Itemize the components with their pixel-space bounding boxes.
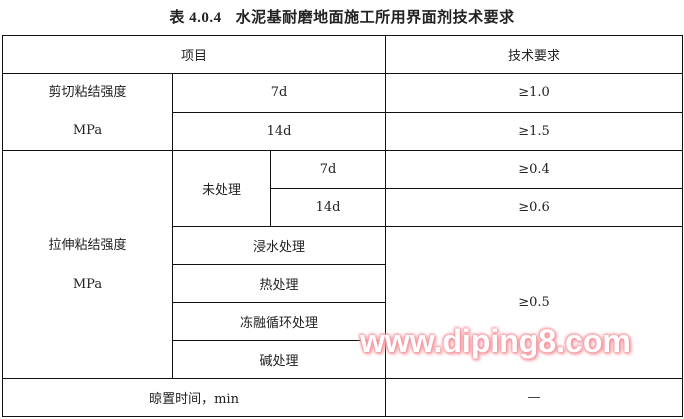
treatment-label: 碱处理 — [171, 340, 387, 379]
table-row: 晾置时间，min — — [1, 378, 684, 417]
treatment-label: 浸水处理 — [171, 226, 387, 265]
table-row: 拉伸粘结强度 MPa 未处理 7d ≥0.4 — [2, 150, 684, 379]
table-row: 冻融循环处理 — [3, 302, 683, 341]
shear-value: ≥1.0 — [385, 73, 684, 113]
table-row: 浸水处理 ≥0.5 — [3, 226, 684, 379]
table-row: 14d ≥1.5 — [3, 111, 684, 151]
treatment-label: 热处理 — [171, 264, 387, 303]
header-item: 项目 — [1, 35, 387, 74]
header-requirement: 技术要求 — [385, 35, 684, 74]
open-time-label: 晾置时间，min — [1, 378, 387, 417]
requirements-table: 项目 技术要求 剪切粘结强度 MPa 7d ≥1.0 14d ≥1.5 拉伸粘结强… — [1, 35, 684, 417]
table-title: 表 4.0.4 水泥基耐磨地面施工所用界面剂技术要求 — [169, 8, 515, 26]
untreated-value: ≥0.6 — [385, 188, 684, 227]
table-header-row: 项目 技术要求 — [1, 35, 684, 74]
table-row: 剪切粘结强度 MPa 7d ≥1.0 — [2, 73, 684, 151]
untreated-age: 7d — [269, 150, 387, 189]
open-time-value: — — [385, 378, 684, 417]
shear-age: 7d — [171, 73, 387, 113]
untreated-value: ≥0.4 — [385, 150, 684, 189]
table-row: 热处理 — [3, 264, 683, 303]
shear-value: ≥1.5 — [385, 111, 684, 151]
shear-strength-label: 剪切粘结强度 MPa — [2, 73, 173, 151]
treatment-value: ≥0.5 — [385, 226, 684, 379]
treatment-label: 冻融循环处理 — [171, 302, 387, 341]
untreated-age: 14d — [269, 188, 387, 227]
tensile-strength-label: 拉伸粘结强度 MPa — [2, 150, 173, 379]
untreated-label: 未处理 — [172, 150, 271, 227]
table-row: 碱处理 — [3, 340, 683, 379]
shear-age: 14d — [171, 111, 387, 151]
watermark: www.diping8.com — [360, 323, 631, 359]
